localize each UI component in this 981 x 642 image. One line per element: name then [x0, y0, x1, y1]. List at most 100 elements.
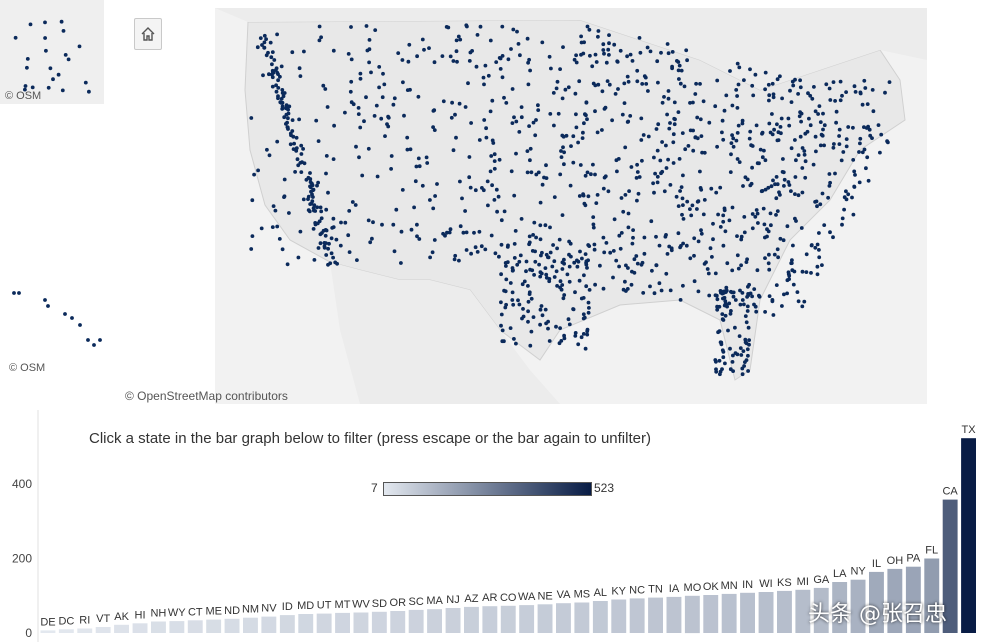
- location-dot[interactable]: [510, 266, 515, 270]
- location-dot[interactable]: [773, 182, 777, 187]
- location-dot[interactable]: [790, 268, 795, 273]
- location-dot[interactable]: [668, 183, 673, 187]
- location-dot[interactable]: [526, 284, 530, 288]
- location-dot[interactable]: [579, 296, 584, 301]
- location-dot[interactable]: [514, 119, 519, 124]
- location-dot[interactable]: [584, 113, 588, 118]
- location-dot[interactable]: [373, 28, 378, 32]
- location-dot[interactable]: [731, 144, 736, 149]
- bar-mi[interactable]: [795, 589, 811, 633]
- location-dot[interactable]: [743, 340, 748, 345]
- location-dot[interactable]: [427, 46, 431, 50]
- location-dot[interactable]: [828, 180, 832, 185]
- location-dot[interactable]: [879, 132, 884, 137]
- location-dot[interactable]: [284, 122, 288, 126]
- location-dot[interactable]: [673, 117, 677, 122]
- location-dot[interactable]: [690, 203, 695, 208]
- location-dot[interactable]: [844, 137, 849, 142]
- location-dot[interactable]: [787, 123, 792, 128]
- location-dot[interactable]: [537, 262, 541, 267]
- location-dot[interactable]: [500, 339, 505, 344]
- location-dot[interactable]: [791, 83, 796, 88]
- location-dot[interactable]: [63, 53, 68, 57]
- location-dot[interactable]: [494, 60, 499, 64]
- location-dot[interactable]: [371, 220, 375, 225]
- location-dot[interactable]: [521, 307, 525, 311]
- location-dot[interactable]: [742, 302, 746, 307]
- location-dot[interactable]: [721, 137, 726, 142]
- location-dot[interactable]: [659, 50, 663, 55]
- location-dot[interactable]: [347, 250, 352, 255]
- location-dot[interactable]: [493, 251, 498, 256]
- location-dot[interactable]: [583, 346, 588, 351]
- location-dot[interactable]: [775, 77, 780, 82]
- location-dot[interactable]: [767, 98, 771, 103]
- location-dot[interactable]: [815, 204, 819, 209]
- location-dot[interactable]: [565, 272, 570, 277]
- location-dot[interactable]: [529, 296, 534, 301]
- location-dot[interactable]: [489, 233, 494, 238]
- location-dot[interactable]: [509, 47, 513, 51]
- location-dot[interactable]: [382, 82, 387, 87]
- location-dot[interactable]: [286, 116, 290, 121]
- location-dot[interactable]: [765, 234, 769, 239]
- location-dot[interactable]: [686, 144, 691, 148]
- location-dot[interactable]: [676, 204, 681, 209]
- location-dot[interactable]: [558, 279, 563, 284]
- location-dot[interactable]: [803, 175, 808, 180]
- location-dot[interactable]: [793, 175, 798, 179]
- location-dot[interactable]: [331, 225, 336, 230]
- location-dot[interactable]: [405, 88, 410, 92]
- location-dot[interactable]: [799, 119, 803, 124]
- location-dot[interactable]: [608, 250, 613, 255]
- location-dot[interactable]: [282, 195, 286, 200]
- location-dot[interactable]: [582, 201, 587, 206]
- location-dot[interactable]: [624, 263, 628, 268]
- location-dot[interactable]: [324, 171, 328, 176]
- location-dot[interactable]: [775, 138, 780, 143]
- bar-wv[interactable]: [353, 612, 369, 634]
- location-dot[interactable]: [367, 38, 372, 42]
- location-dot[interactable]: [416, 94, 421, 99]
- location-dot[interactable]: [870, 136, 874, 141]
- location-dot[interactable]: [724, 285, 729, 290]
- location-dot[interactable]: [424, 155, 429, 160]
- location-dot[interactable]: [595, 193, 600, 197]
- location-dot[interactable]: [844, 144, 849, 149]
- location-dot[interactable]: [349, 57, 354, 62]
- location-dot[interactable]: [641, 291, 646, 295]
- location-dot[interactable]: [318, 232, 323, 237]
- location-dot[interactable]: [660, 100, 665, 105]
- location-dot[interactable]: [377, 85, 381, 90]
- location-dot[interactable]: [655, 148, 660, 153]
- location-dot[interactable]: [735, 106, 740, 110]
- location-dot[interactable]: [407, 42, 412, 47]
- location-dot[interactable]: [718, 372, 722, 377]
- location-dot[interactable]: [585, 332, 590, 337]
- location-dot[interactable]: [587, 288, 592, 292]
- location-dot[interactable]: [720, 317, 725, 322]
- location-dot[interactable]: [631, 235, 635, 240]
- location-dot[interactable]: [577, 194, 582, 198]
- location-dot[interactable]: [584, 284, 589, 289]
- location-dot[interactable]: [739, 263, 743, 268]
- location-dot[interactable]: [591, 162, 595, 167]
- location-dot[interactable]: [775, 122, 779, 127]
- location-dot[interactable]: [646, 89, 650, 93]
- location-dot[interactable]: [762, 222, 767, 227]
- location-dot[interactable]: [771, 95, 776, 100]
- bar-nm[interactable]: [243, 617, 258, 633]
- location-dot[interactable]: [70, 316, 74, 320]
- location-dot[interactable]: [766, 261, 771, 266]
- location-dot[interactable]: [566, 317, 571, 322]
- location-dot[interactable]: [652, 155, 656, 160]
- bar-ak[interactable]: [114, 624, 129, 633]
- location-dot[interactable]: [573, 331, 578, 335]
- location-dot[interactable]: [815, 242, 820, 247]
- bar-ny[interactable]: [850, 579, 866, 633]
- location-dot[interactable]: [576, 342, 581, 347]
- location-dot[interactable]: [492, 166, 497, 171]
- location-dot[interactable]: [547, 339, 552, 343]
- location-dot[interactable]: [753, 214, 758, 219]
- bar-mt[interactable]: [335, 612, 350, 633]
